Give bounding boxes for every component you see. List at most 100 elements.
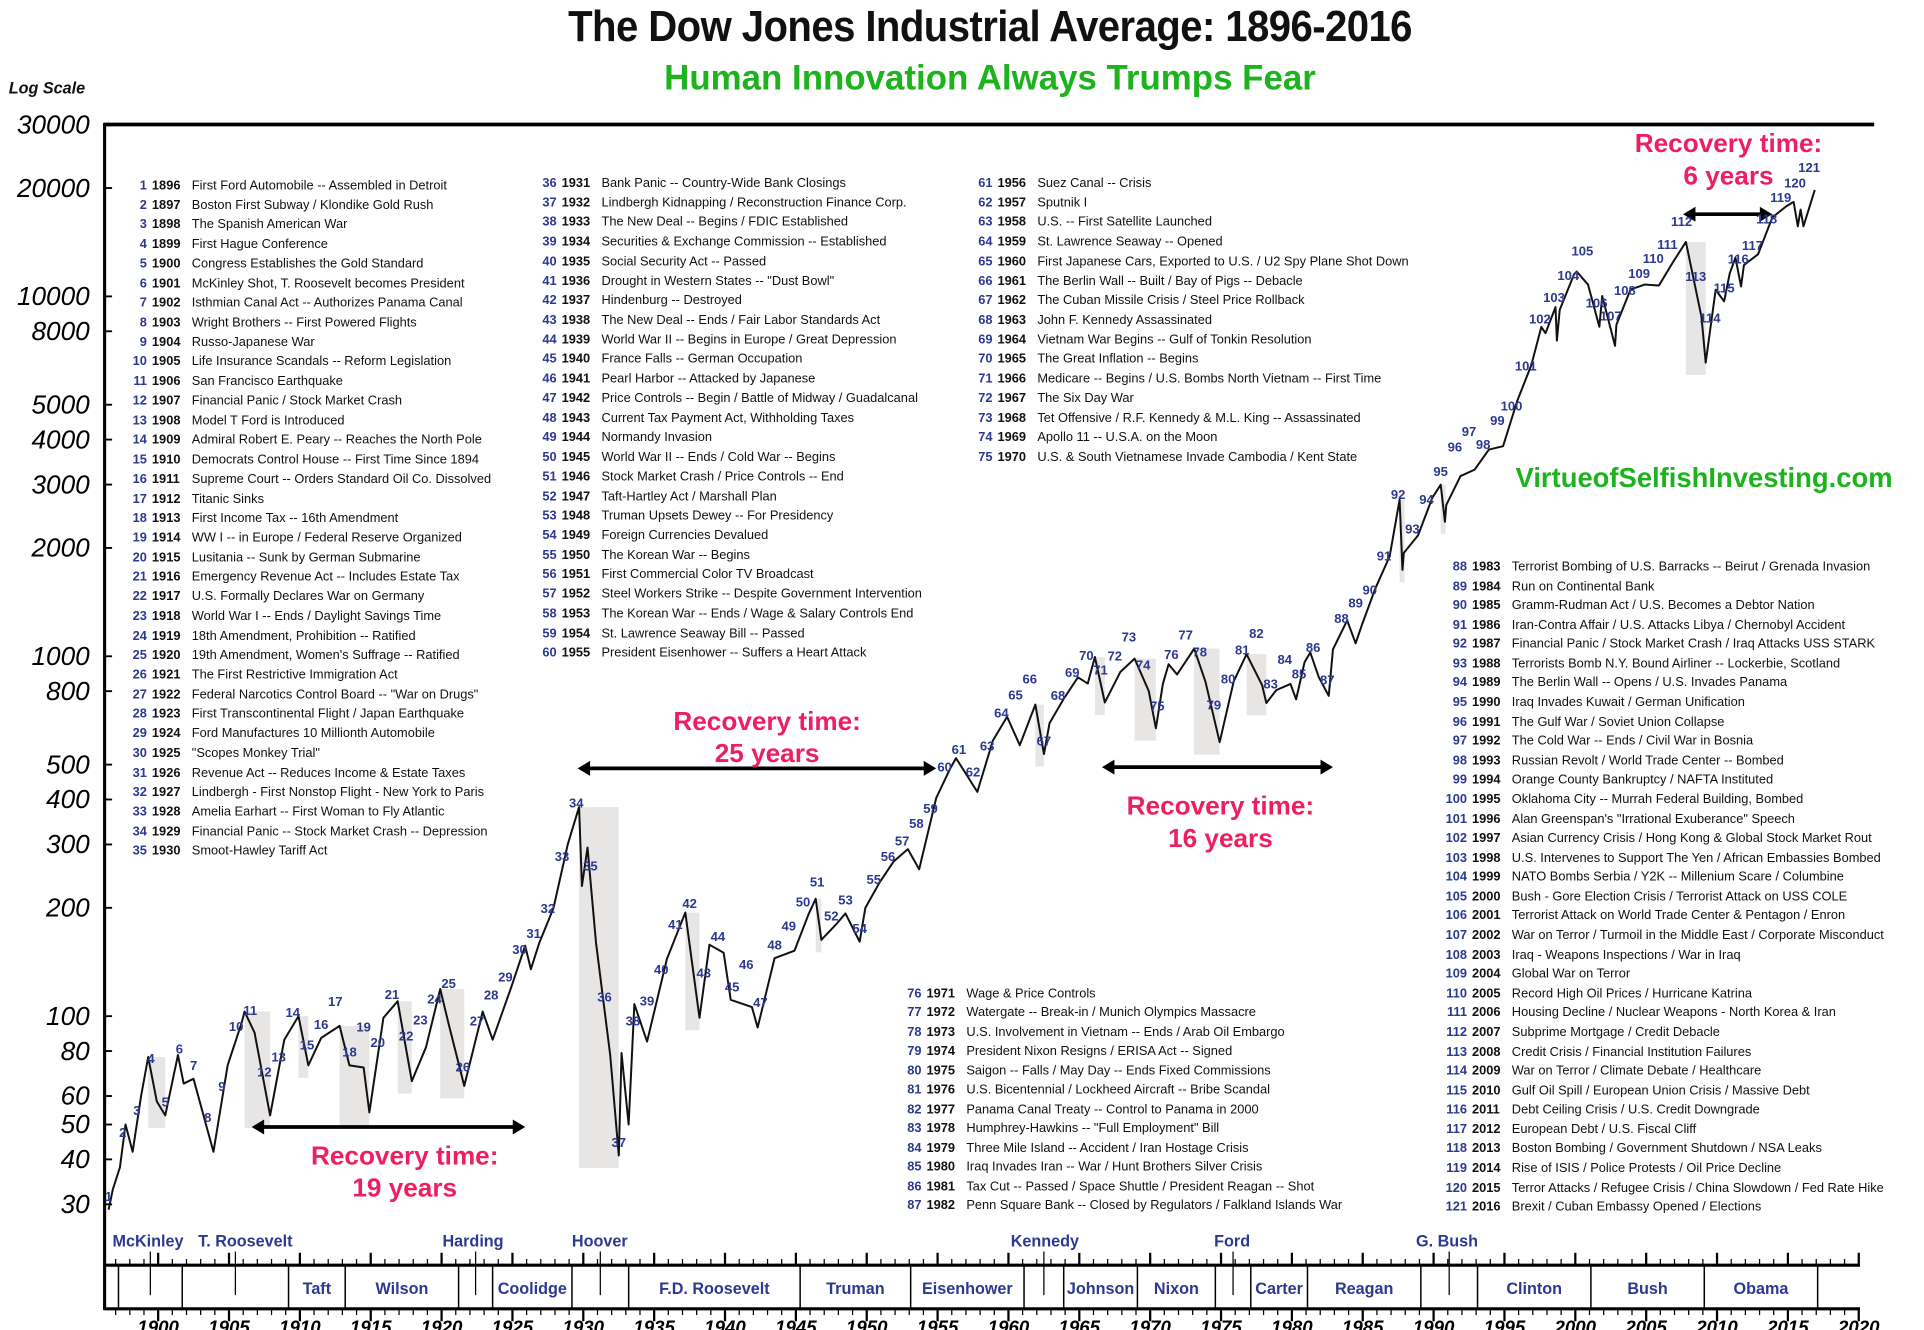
event-description: World War II -- Ends / Cold War -- Begin… — [601, 450, 836, 465]
event-number: 68 — [978, 313, 993, 328]
event-year: 2014 — [1471, 1161, 1501, 1176]
event-description: Financial Panic / Stock Market Crash / I… — [1511, 637, 1876, 652]
y-tick-label: 5000 — [32, 389, 91, 419]
x-tick-label: 1910 — [279, 1317, 321, 1330]
event-number: 100 — [1445, 793, 1467, 807]
event-number: 36 — [542, 176, 557, 191]
event-year: 1931 — [561, 176, 591, 191]
event-marker-label: 46 — [739, 957, 754, 972]
event-number: 114 — [1446, 1064, 1467, 1079]
event-marker-label: 20 — [371, 1035, 386, 1050]
event-description: Lindbergh Kidnapping / Reconstruction Fi… — [601, 196, 907, 211]
y-tick-label: 10000 — [17, 281, 90, 311]
event-number: 20 — [132, 551, 147, 565]
event-year: 1964 — [997, 333, 1027, 348]
event-number: 116 — [1446, 1103, 1467, 1118]
event-description: Penn Square Bank -- Closed by Regulators… — [966, 1199, 1343, 1213]
event-description: Global War on Terror — [1511, 967, 1631, 982]
event-number: 69 — [978, 333, 993, 348]
event-description: Pearl Harbor -- Attacked by Japanese — [601, 372, 816, 387]
event-year: 2012 — [1471, 1123, 1501, 1137]
event-year: 2007 — [1471, 1026, 1501, 1040]
event-marker-label: 82 — [1249, 626, 1264, 641]
event-description: St. Lawrence Seaway -- Opened — [1037, 235, 1223, 250]
event-number: 32 — [132, 786, 147, 800]
event-year: 1992 — [1471, 735, 1501, 749]
event-number: 90 — [1452, 599, 1467, 613]
event-number: 4 — [139, 238, 147, 252]
event-number: 101 — [1445, 812, 1467, 827]
event-year: 1905 — [151, 355, 181, 370]
event-year: 2008 — [1471, 1045, 1501, 1060]
event-marker-label: 99 — [1490, 413, 1505, 428]
event-marker-label: 70 — [1079, 648, 1094, 663]
president-name: Bush — [1627, 1280, 1667, 1298]
event-number: 71 — [978, 372, 993, 387]
event-description: Watergate -- Break-in / Munich Olympics … — [966, 1006, 1256, 1021]
event-description: Medicare -- Begins / U.S. Bombs North Vi… — [1037, 372, 1382, 387]
event-marker-label: 51 — [810, 875, 825, 890]
event-marker-label: 9 — [218, 1079, 225, 1094]
event-description: Panama Canal Treaty -- Control to Panama… — [966, 1102, 1259, 1117]
event-year: 2002 — [1471, 929, 1501, 943]
event-year: 1990 — [1471, 696, 1501, 710]
event-description: The Korean War -- Begins — [601, 548, 750, 563]
event-marker-label: 7 — [190, 1058, 197, 1073]
event-marker-label: 110 — [1643, 251, 1664, 266]
event-description: San Francisco Earthquake — [191, 375, 343, 389]
x-tick-label: 1945 — [775, 1317, 817, 1330]
event-number: 27 — [132, 688, 147, 703]
event-number: 75 — [978, 450, 993, 465]
event-year: 1939 — [561, 333, 591, 348]
event-number: 6 — [139, 277, 147, 291]
event-description: World War I -- Ends / Daylight Savings T… — [191, 609, 442, 624]
y-tick-label: 2000 — [31, 533, 91, 563]
event-year: 1949 — [561, 529, 591, 543]
event-number: 39 — [542, 235, 557, 250]
event-description: Life Insurance Scandals -- Reform Legisl… — [191, 355, 452, 370]
event-description: "Scopes Monkey Trial" — [191, 747, 320, 761]
y-tick-label: 40 — [61, 1144, 91, 1174]
event-year: 1986 — [1471, 618, 1501, 633]
event-number: 72 — [978, 392, 993, 406]
event-year: 1908 — [151, 414, 181, 428]
event-description: The Berlin Wall -- Built / Bay of Pigs -… — [1037, 274, 1303, 289]
event-description: Humphrey-Hawkins -- "Full Employment" Bi… — [966, 1122, 1220, 1136]
event-number: 84 — [907, 1141, 922, 1156]
event-number: 57 — [542, 587, 557, 602]
event-number: 102 — [1445, 832, 1467, 846]
event-marker-label: 88 — [1334, 611, 1349, 626]
event-number: 2 — [139, 198, 147, 213]
event-year: 1941 — [561, 372, 591, 387]
event-description: Titanic Sinks — [191, 492, 265, 507]
event-number: 23 — [132, 609, 147, 624]
event-description: France Falls -- German Occupation — [601, 353, 803, 367]
event-number: 105 — [1445, 890, 1467, 904]
event-marker-label: 68 — [1051, 688, 1066, 703]
bear-market-shading — [1035, 704, 1044, 767]
event-number: 24 — [132, 629, 147, 644]
recovery-label: Recovery time: — [1635, 128, 1822, 158]
event-marker-label: 109 — [1628, 266, 1650, 281]
event-number: 51 — [542, 470, 557, 485]
event-marker-label: 14 — [286, 1005, 301, 1020]
event-description: Lindbergh - First Nonstop Flight - New Y… — [191, 786, 484, 800]
event-year: 1930 — [151, 844, 181, 859]
president-name: Johnson — [1067, 1280, 1134, 1298]
event-year: 1981 — [926, 1179, 956, 1194]
president-name: Ford — [1214, 1233, 1250, 1251]
event-year: 1947 — [561, 490, 591, 504]
event-description: Amelia Earhart -- First Woman to Fly Atl… — [191, 805, 445, 820]
event-year: 1956 — [997, 176, 1027, 191]
event-number: 1 — [139, 179, 147, 194]
event-number: 5 — [139, 257, 147, 272]
president-name: T. Roosevelt — [198, 1233, 293, 1251]
arrow-left-head-icon — [1683, 206, 1696, 222]
x-tick-label: 1925 — [492, 1317, 534, 1330]
event-description: Boston First Subway / Klondike Gold Rush — [191, 198, 434, 213]
event-year: 1979 — [926, 1141, 956, 1156]
event-number: 41 — [542, 274, 557, 289]
event-description: Russian Revolt / World Trade Center -- B… — [1511, 754, 1784, 769]
event-description: First Hague Conference — [191, 238, 328, 252]
event-marker-label: 2 — [119, 1125, 126, 1140]
